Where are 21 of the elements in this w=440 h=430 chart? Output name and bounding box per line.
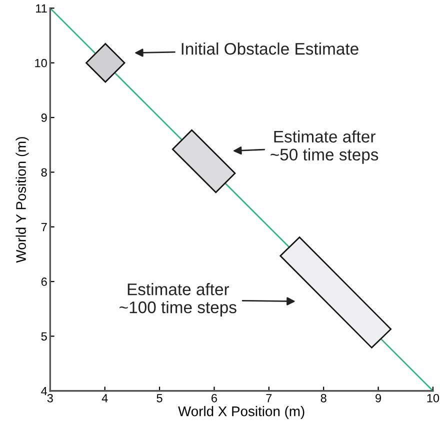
x-axis-title: World X Position (m) — [178, 406, 304, 419]
y-tick-label: 4 — [41, 387, 48, 396]
annotation: Estimate after ~100 time steps — [120, 283, 236, 317]
x-tick-label: 3 — [47, 394, 53, 402]
y-tick-label: 10 — [35, 58, 47, 68]
annotation: Estimate after ~50 time steps — [270, 130, 378, 164]
x-tick-label: 10 — [427, 394, 440, 402]
x-tick-label: 9 — [376, 394, 381, 402]
x-tick-label: 8 — [320, 394, 326, 402]
y-tick-label: 7 — [41, 223, 47, 232]
y-tick-label: 6 — [41, 278, 47, 286]
y-tick-label: 8 — [41, 168, 47, 177]
x-tick-label: 7 — [266, 394, 272, 402]
y-tick-label: 11 — [36, 4, 47, 12]
y-axis-title: World Y Position (m) — [16, 137, 29, 263]
annotation: Initial Obstacle Estimate — [182, 42, 358, 55]
y-tick-label: 5 — [41, 332, 47, 341]
y-tick-label: 9 — [41, 114, 47, 122]
x-tick-label: 4 — [102, 394, 108, 402]
x-tick-label: 5 — [156, 394, 162, 402]
x-tick-label: 6 — [212, 394, 217, 402]
